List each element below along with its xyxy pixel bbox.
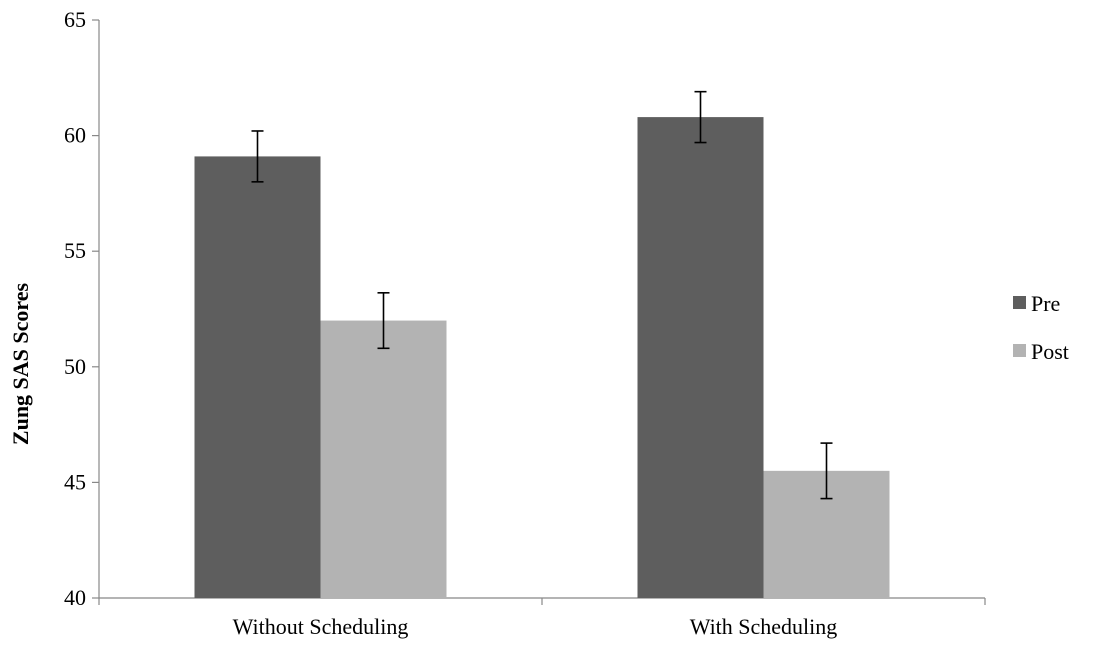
y-tick-label: 65 [64, 7, 86, 32]
bar-pre-2 [637, 117, 764, 598]
legend: Pre Post [1013, 291, 1069, 364]
legend-swatch-post [1013, 344, 1026, 357]
error-bar [694, 90, 707, 144]
error-bar [820, 442, 833, 500]
y-tick-label: 55 [64, 238, 86, 263]
legend-label-post: Post [1031, 339, 1069, 364]
x-category-label: Without Scheduling [233, 614, 409, 639]
y-ticks: 40 45 50 55 60 65 [64, 7, 99, 610]
y-tick-label: 60 [64, 123, 86, 148]
y-tick-label: 45 [64, 469, 86, 494]
bar-pre-1 [194, 156, 321, 598]
legend-swatch-pre [1013, 296, 1026, 309]
error-bars [251, 90, 833, 500]
bars [194, 117, 890, 598]
y-axis-label: Zung SAS Scores [8, 282, 33, 445]
y-tick-label: 50 [64, 354, 86, 379]
x-ticks: Without Scheduling With Scheduling [98, 598, 986, 639]
x-category-label: With Scheduling [690, 614, 838, 639]
y-tick-label: 40 [64, 585, 86, 610]
error-bar [251, 130, 264, 183]
error-bar [377, 292, 390, 350]
legend-label-pre: Pre [1031, 291, 1060, 316]
bar-post-1 [320, 320, 447, 598]
